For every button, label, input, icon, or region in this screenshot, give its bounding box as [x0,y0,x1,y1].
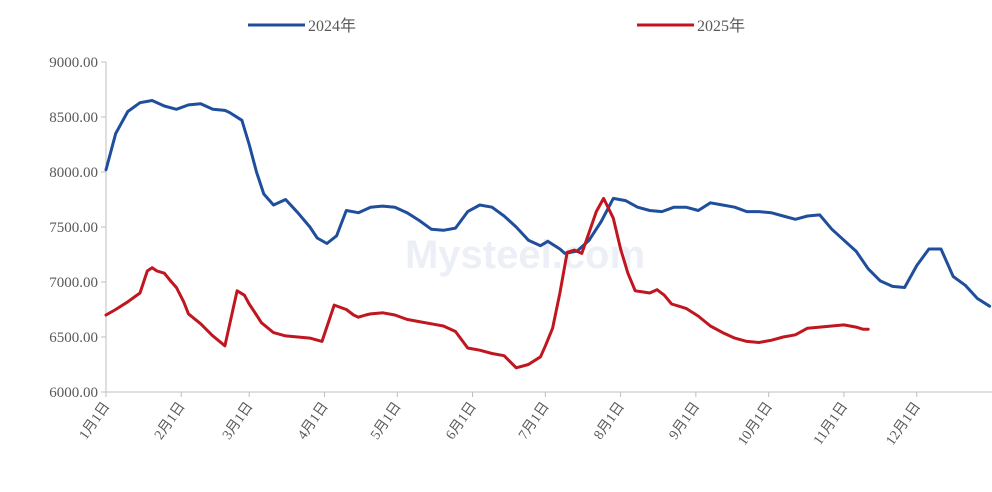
x-tick-label: 3月1日 [219,399,256,443]
x-tick-label: 4月1日 [295,399,332,443]
x-tick-label: 2月1日 [151,399,188,443]
legend-label: 2024年 [308,17,356,35]
legend-label: 2025年 [697,17,745,35]
y-tick-label: 7000.00 [49,275,98,291]
x-tick-label: 11月1日 [810,399,851,448]
y-tick-labels: 9000.00 8500.00 8000.00 7500.00 7000.00 6500.… [49,55,106,401]
series-line-2025 [104,196,870,370]
y-tick-label: 8500.00 [49,110,98,126]
y-tick-label: 9000.00 [49,55,98,71]
x-tick-label: 1月1日 [76,399,113,443]
x-tick-label: 10月1日 [735,399,776,448]
x-tick-label: 12月1日 [883,399,924,448]
legend: 2024年 2025年 [248,17,745,35]
x-tick-label: 7月1日 [515,399,552,443]
y-tick-label: 7500.00 [49,220,98,236]
x-tick-label: 5月1日 [367,399,404,443]
y-tick-label: 8000.00 [49,165,98,181]
series-lines [104,99,992,370]
x-tick-label: 8月1日 [591,399,628,443]
y-tick-label: 6500.00 [49,330,98,346]
series-line-2024 [104,99,992,308]
x-tick-label: 9月1日 [666,399,703,443]
y-tick-label: 6000.00 [49,385,98,401]
watermark: Mysteel.com [405,233,645,277]
x-tick-label: 6月1日 [443,399,480,443]
x-tick-labels: 1月1日 2月1日 3月1日 4月1日 5月1日 6月1日 7月1日 8月1日 9月1日 10月1… [76,392,924,448]
